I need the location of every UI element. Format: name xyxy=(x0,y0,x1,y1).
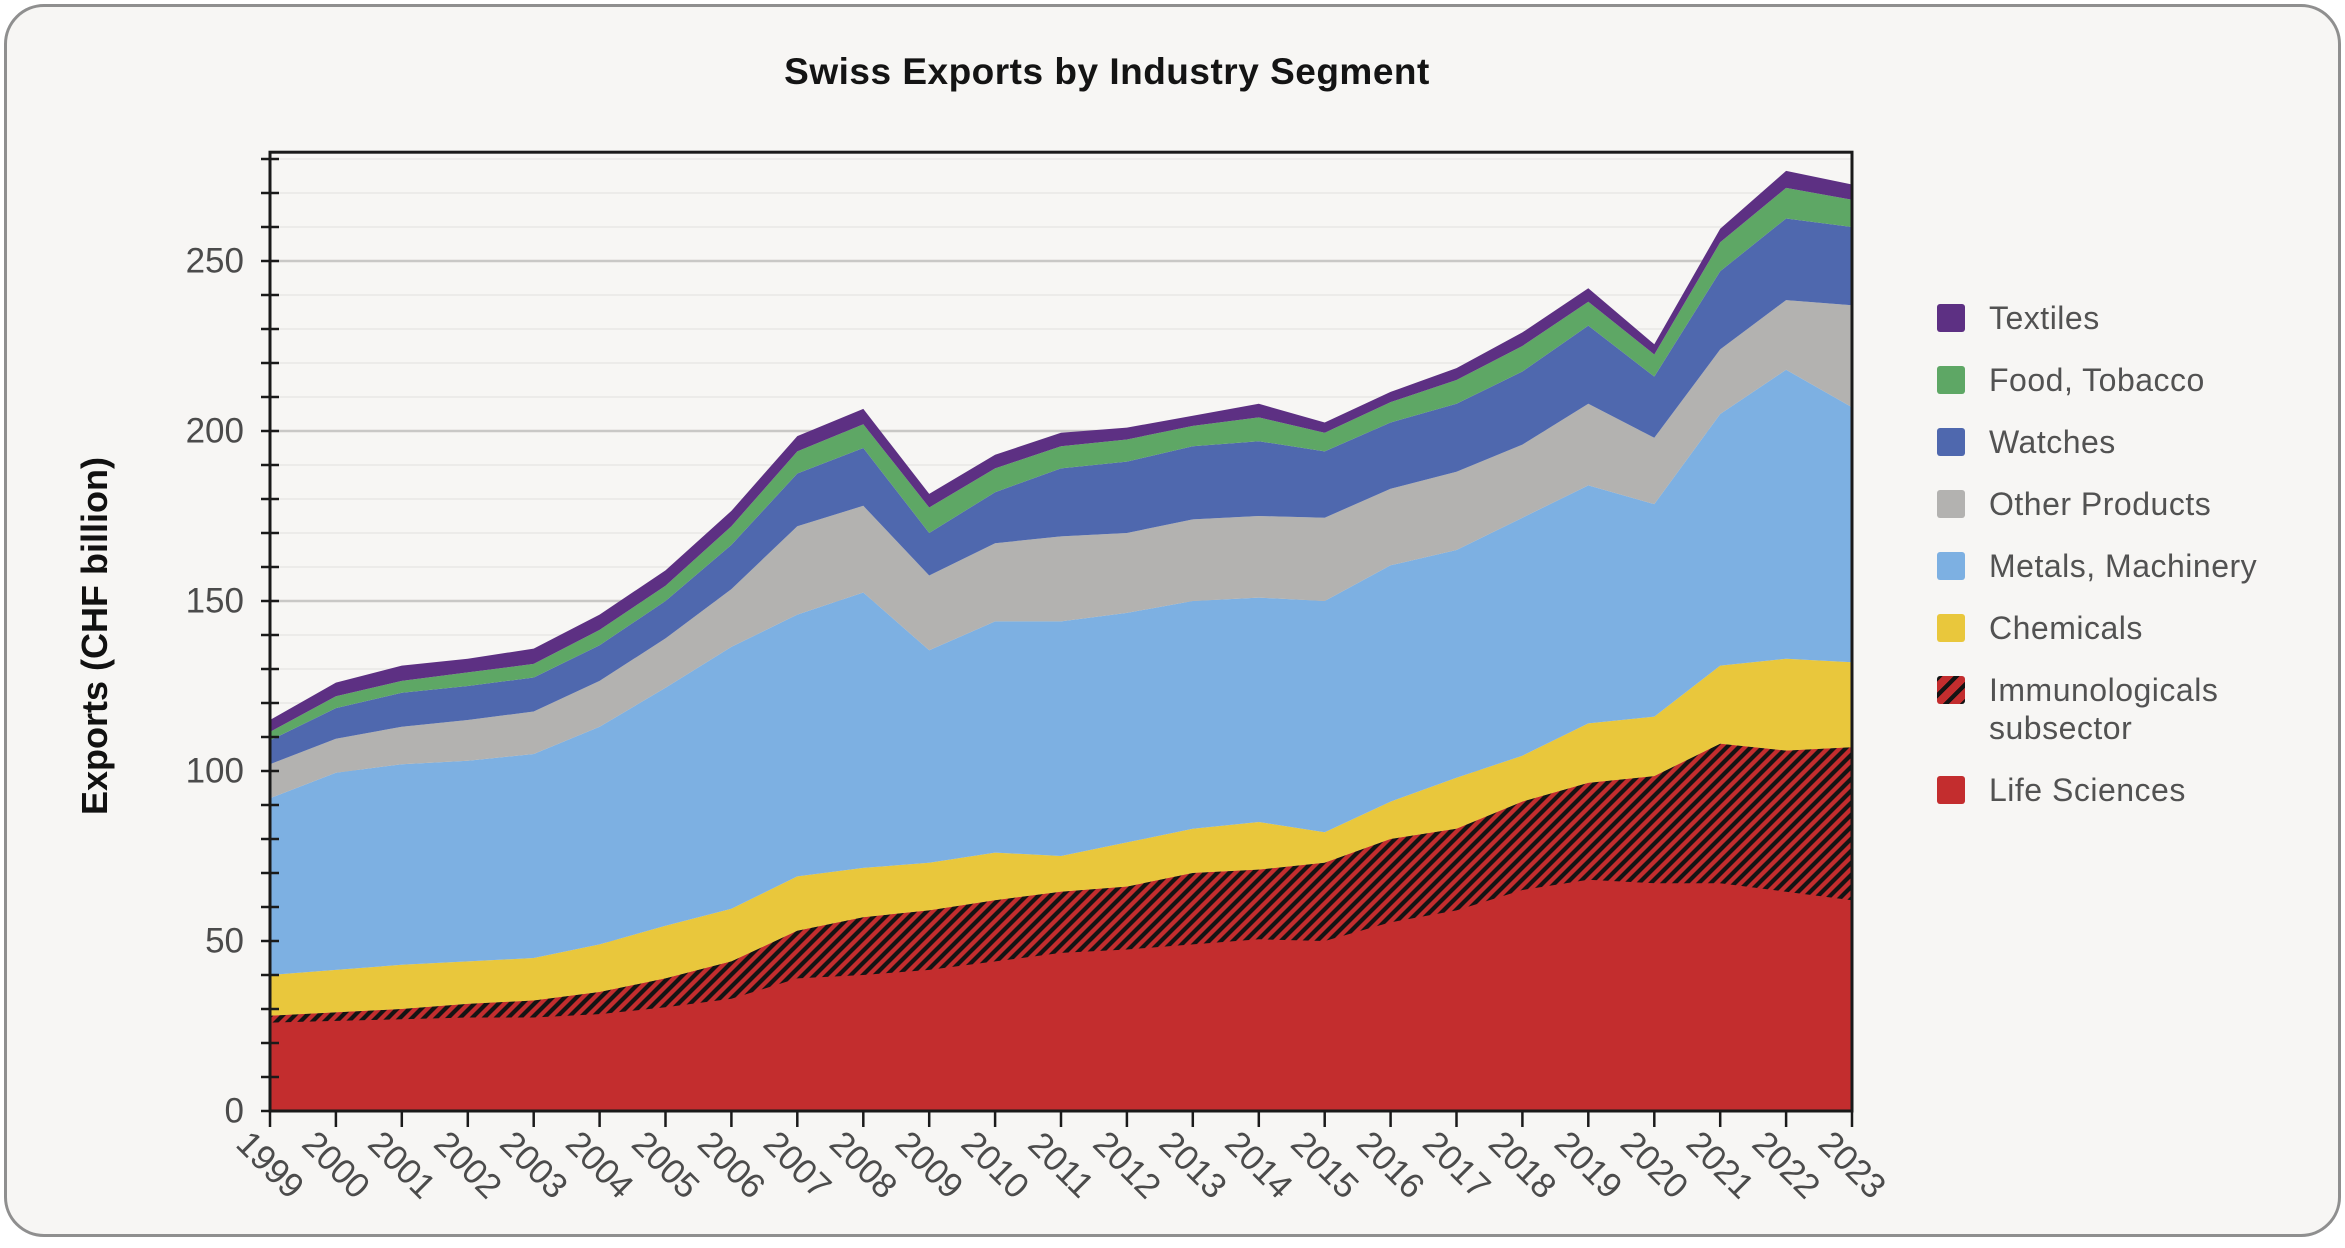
x-tick-labels: 1999200020012002200320042005200620072008… xyxy=(229,1124,1894,1207)
x-tick-label: 2005 xyxy=(624,1124,707,1207)
legend-item-food-tobacco: Food, Tobacco xyxy=(1937,361,2337,399)
legend-label: Chemicals xyxy=(1989,610,2143,646)
legend-label: Watches xyxy=(1989,424,2116,460)
x-tick-label: 2014 xyxy=(1217,1124,1300,1207)
x-tick-label: 2012 xyxy=(1086,1124,1169,1207)
stacked-area-chart: 0501001502002501999200020012002200320042… xyxy=(186,150,1894,1207)
legend-label: Textiles xyxy=(1989,300,2100,336)
x-tick-label: 2016 xyxy=(1349,1124,1432,1207)
x-tick-label: 2015 xyxy=(1283,1124,1366,1207)
x-tick-label: 2021 xyxy=(1679,1124,1762,1207)
legend-swatch-chemicals xyxy=(1937,614,1965,642)
y-tick-label: 250 xyxy=(186,242,244,281)
legend: Textiles Food, Tobacco Watches Other Pro… xyxy=(1937,299,2337,809)
legend-item-other-products: Other Products xyxy=(1937,485,2337,523)
x-tick-label: 2007 xyxy=(756,1124,839,1207)
legend-swatch-life-sciences xyxy=(1937,776,1965,804)
legend-label: Food, Tobacco xyxy=(1989,362,2205,398)
axis-ticks xyxy=(261,157,1854,1127)
area-food-tobacco xyxy=(270,187,1852,741)
legend-label: Immunologicals subsector xyxy=(1989,672,2219,746)
y-tick-labels: 0 50 100 150 200 250 xyxy=(186,242,244,1131)
x-tick-label: 2002 xyxy=(426,1124,509,1207)
chart-title: Swiss Exports by Industry Segment xyxy=(784,51,1430,92)
y-tick-label: 50 xyxy=(205,922,244,961)
x-tick-label: 2001 xyxy=(360,1124,443,1207)
legend-label: Life Sciences xyxy=(1989,772,2186,808)
legend-item-watches: Watches xyxy=(1937,423,2337,461)
x-tick-label: 2017 xyxy=(1415,1124,1498,1207)
chart-card: Swiss Exports by Industry Segment Export… xyxy=(4,4,2341,1237)
x-tick-label: 2011 xyxy=(1021,1125,1102,1206)
x-tick-label: 2003 xyxy=(492,1124,575,1207)
x-tick-label: 2022 xyxy=(1745,1124,1828,1207)
x-tick-label: 2010 xyxy=(954,1124,1037,1207)
legend-swatch-metals-machinery xyxy=(1937,552,1965,580)
area-series xyxy=(270,170,1852,1111)
area-other-products xyxy=(270,300,1852,799)
y-tick-label: 0 xyxy=(225,1092,244,1131)
area-textiles xyxy=(270,170,1852,732)
legend-label: Other Products xyxy=(1989,486,2212,522)
x-tick-label: 2000 xyxy=(295,1124,378,1207)
legend-swatch-other-products xyxy=(1937,490,1965,518)
legend-swatch-food-tobacco xyxy=(1937,366,1965,394)
x-tick-label: 2018 xyxy=(1481,1124,1564,1207)
legend-swatch-immunologicals-hatched xyxy=(1937,676,1965,704)
x-tick-label: 1999 xyxy=(229,1124,312,1207)
x-tick-label: 2009 xyxy=(888,1124,971,1207)
x-tick-label: 2006 xyxy=(690,1124,773,1207)
area-watches xyxy=(270,218,1852,765)
legend-item-immunologicals: Immunologicals subsector xyxy=(1937,671,2337,747)
x-tick-label: 2013 xyxy=(1151,1124,1234,1207)
legend-item-life-sciences: Life Sciences xyxy=(1937,771,2337,809)
legend-item-metals-machinery: Metals, Machinery xyxy=(1937,547,2337,585)
legend-item-chemicals: Chemicals xyxy=(1937,609,2337,647)
immunologicals-overlay xyxy=(270,743,1852,1023)
legend-swatch-watches xyxy=(1937,428,1965,456)
x-tick-label: 2020 xyxy=(1613,1124,1696,1207)
x-tick-label: 2008 xyxy=(822,1124,905,1207)
x-tick-label: 2019 xyxy=(1547,1124,1630,1207)
legend-item-textiles: Textiles xyxy=(1937,299,2337,337)
area-chemicals xyxy=(270,658,1852,1016)
x-tick-label: 2023 xyxy=(1811,1124,1894,1207)
y-tick-label: 100 xyxy=(186,752,244,791)
y-tick-label: 150 xyxy=(186,582,244,621)
area-metals-machinery xyxy=(270,369,1852,975)
legend-label: Metals, Machinery xyxy=(1989,548,2258,584)
legend-swatch-textiles xyxy=(1937,304,1965,332)
y-tick-label: 200 xyxy=(186,412,244,451)
x-tick-label: 2004 xyxy=(558,1124,641,1207)
